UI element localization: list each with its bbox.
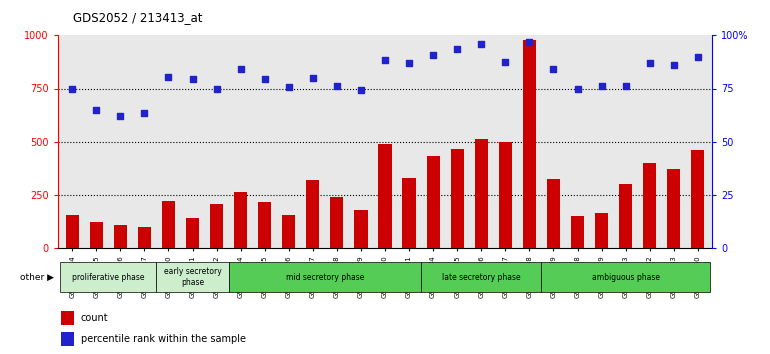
Point <box>330 84 343 89</box>
Point <box>379 57 391 63</box>
Bar <box>421 262 541 292</box>
Bar <box>499 142 512 248</box>
Text: other ▶: other ▶ <box>20 273 54 281</box>
Bar <box>162 201 175 248</box>
Point <box>139 110 151 116</box>
Bar <box>619 184 632 248</box>
Point <box>90 107 102 113</box>
Bar <box>403 178 416 248</box>
Text: GDS2052 / 213413_at: GDS2052 / 213413_at <box>73 11 203 24</box>
Bar <box>541 262 710 292</box>
Text: percentile rank within the sample: percentile rank within the sample <box>81 334 246 344</box>
Text: count: count <box>81 313 109 323</box>
Bar <box>210 204 223 248</box>
Point <box>475 41 487 47</box>
Point <box>186 76 199 82</box>
Point <box>668 62 680 68</box>
Point <box>427 52 439 57</box>
Bar <box>474 139 488 248</box>
Text: early secretory
phase: early secretory phase <box>163 267 222 287</box>
Point <box>306 75 319 81</box>
Bar <box>282 215 296 248</box>
Point <box>259 76 271 82</box>
Bar <box>186 218 199 248</box>
Bar <box>547 179 560 248</box>
Point <box>691 54 704 59</box>
Bar <box>378 144 392 248</box>
Point <box>403 60 415 66</box>
Bar <box>60 262 156 292</box>
Text: late secretory phase: late secretory phase <box>442 273 521 281</box>
Bar <box>306 180 320 248</box>
Text: ambiguous phase: ambiguous phase <box>591 273 660 281</box>
Bar <box>427 156 440 248</box>
Bar <box>229 262 421 292</box>
Bar <box>61 312 74 325</box>
Bar <box>667 169 681 248</box>
Point <box>644 60 656 66</box>
Point <box>234 67 246 72</box>
Point <box>162 74 175 80</box>
Point <box>595 84 608 89</box>
Bar <box>571 216 584 248</box>
Point <box>283 85 295 90</box>
Point <box>547 67 560 72</box>
Bar <box>65 215 79 248</box>
Point <box>66 86 79 91</box>
Bar <box>234 192 247 248</box>
Point <box>355 87 367 92</box>
Text: proliferative phase: proliferative phase <box>72 273 145 281</box>
Bar <box>156 262 229 292</box>
Bar <box>450 149 464 248</box>
Bar <box>258 202 271 248</box>
Bar <box>691 150 705 248</box>
Bar <box>114 225 127 248</box>
Bar <box>643 163 656 248</box>
Bar <box>523 40 536 248</box>
Text: mid secretory phase: mid secretory phase <box>286 273 364 281</box>
Bar <box>595 213 608 248</box>
Bar <box>330 197 343 248</box>
Bar <box>354 210 367 248</box>
Point <box>499 59 511 65</box>
Point <box>210 86 223 91</box>
Point <box>571 86 584 91</box>
Point <box>114 113 126 119</box>
Point <box>619 84 631 89</box>
Point <box>451 46 464 52</box>
Bar <box>138 227 151 248</box>
Bar <box>89 222 103 248</box>
Bar <box>61 332 74 346</box>
Point <box>524 39 536 45</box>
